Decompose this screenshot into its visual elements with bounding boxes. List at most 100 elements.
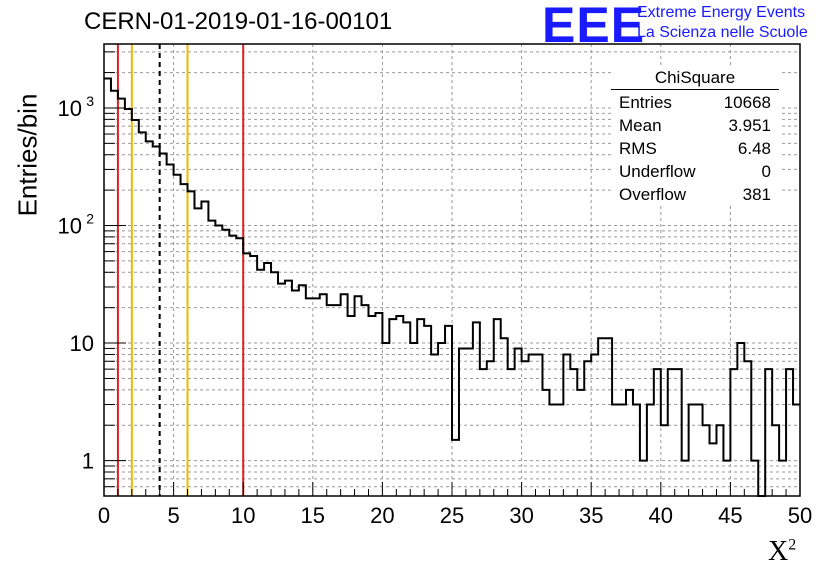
histogram-bin [257, 270, 264, 496]
histogram-bin [612, 405, 619, 496]
histogram-bin [424, 326, 431, 496]
histogram-bin [201, 202, 208, 496]
histogram-bin [689, 405, 696, 496]
axis-ticks [103, 51, 801, 497]
histogram-bin [710, 443, 717, 496]
histogram-bin [563, 354, 570, 496]
stats-label: RMS [619, 139, 657, 158]
histogram-bin [591, 354, 598, 496]
histogram-bin [341, 294, 348, 496]
histogram-bin [744, 361, 751, 496]
histogram-bin [536, 354, 543, 496]
histogram-bin [362, 305, 369, 496]
x-tick-label: 15 [301, 503, 325, 528]
histogram-bin [368, 316, 375, 496]
histogram-bin [194, 208, 201, 496]
y-axis-label: Entries/bin [12, 93, 43, 217]
histogram-bin [188, 191, 195, 496]
x-tick-label: 30 [509, 503, 533, 528]
histogram-bin [132, 120, 139, 496]
histogram-bin [146, 141, 153, 496]
histogram-bin [661, 425, 668, 496]
stats-row-entries: Entries 10668 [611, 91, 779, 114]
y-tick-label: 1 [82, 449, 94, 474]
histogram-bin [208, 221, 215, 496]
histogram-bin [222, 230, 229, 496]
histogram-bin [313, 298, 320, 496]
histogram-bin [598, 338, 605, 496]
histogram-bin [285, 281, 292, 496]
histogram-bin [431, 354, 438, 496]
histogram-bin [320, 294, 327, 496]
histogram-bin [292, 290, 299, 496]
histogram-bin [410, 343, 417, 496]
histogram-line [104, 77, 800, 497]
histogram-bin [382, 343, 389, 496]
x-tick-label: 5 [167, 503, 179, 528]
histogram-bin [675, 369, 682, 496]
histogram-bin [264, 263, 271, 496]
histogram-bin [501, 338, 508, 496]
histogram-bin [167, 165, 174, 496]
x-axis-label-text: X [768, 536, 789, 567]
histogram-bin [355, 296, 362, 496]
x-axis-label-exponent: 2 [788, 536, 797, 554]
histogram-bin [494, 319, 501, 496]
histogram-bin [487, 361, 494, 496]
histogram-bin [111, 91, 118, 496]
logo-line-2: La Scienza nelle Scuole [637, 24, 808, 41]
stats-value: 0 [761, 162, 771, 181]
stats-row-overflow: Overflow 381 [611, 183, 779, 206]
x-tick-label: 50 [788, 503, 812, 528]
y-tick-exponent: 2 [86, 211, 94, 227]
histogram-bin [139, 132, 146, 496]
histogram-bin [480, 369, 487, 496]
histogram-bin [375, 313, 382, 496]
histogram [104, 77, 800, 497]
x-tick-label: 0 [98, 503, 110, 528]
histogram-bin [793, 405, 800, 496]
histogram-bin [779, 461, 786, 496]
histogram-bin [570, 369, 577, 496]
histogram-bin [125, 109, 132, 496]
histogram-bin [730, 369, 737, 496]
histogram-bin [647, 405, 654, 496]
histogram-bin [522, 361, 529, 496]
histogram-bin [181, 184, 188, 496]
histogram-bin [633, 405, 640, 496]
y-axis-label-box: Entries/bin [8, 94, 48, 217]
stats-title: ChiSquare [611, 68, 779, 90]
histogram-bin [515, 348, 522, 496]
histogram-bin [174, 175, 181, 496]
histogram-bin [243, 253, 250, 496]
stats-value: 381 [742, 185, 771, 204]
x-axis-label: X2 [768, 536, 796, 568]
histogram-bin [389, 319, 396, 496]
logo-line-1: Extreme Energy Events [637, 4, 806, 21]
stats-label: Overflow [619, 185, 687, 204]
histogram-bin [751, 461, 758, 496]
stats-value: 6.48 [737, 139, 771, 158]
histogram-bin [153, 147, 160, 496]
histogram-bin [786, 369, 793, 496]
histogram-bin [459, 348, 466, 496]
histogram-bin [508, 369, 515, 496]
histogram-bin [549, 405, 556, 496]
histogram-bin [772, 425, 779, 496]
histogram-bin [403, 322, 410, 496]
x-tick-label: 20 [370, 503, 394, 528]
histogram-bin [584, 361, 591, 496]
histogram-bin [473, 322, 480, 496]
histogram-bin [160, 153, 167, 496]
histogram-bin [556, 405, 563, 496]
histogram-bin [118, 99, 125, 496]
histogram-bin [348, 316, 355, 496]
histogram-bin [271, 272, 278, 496]
histogram-bin [438, 343, 445, 496]
histogram-bin [626, 390, 633, 496]
histogram-bin [299, 285, 306, 496]
histogram-bin [668, 369, 675, 496]
stats-label: Underflow [619, 162, 696, 181]
histogram-bin [452, 440, 459, 496]
y-tick-label: 10 [70, 331, 94, 356]
